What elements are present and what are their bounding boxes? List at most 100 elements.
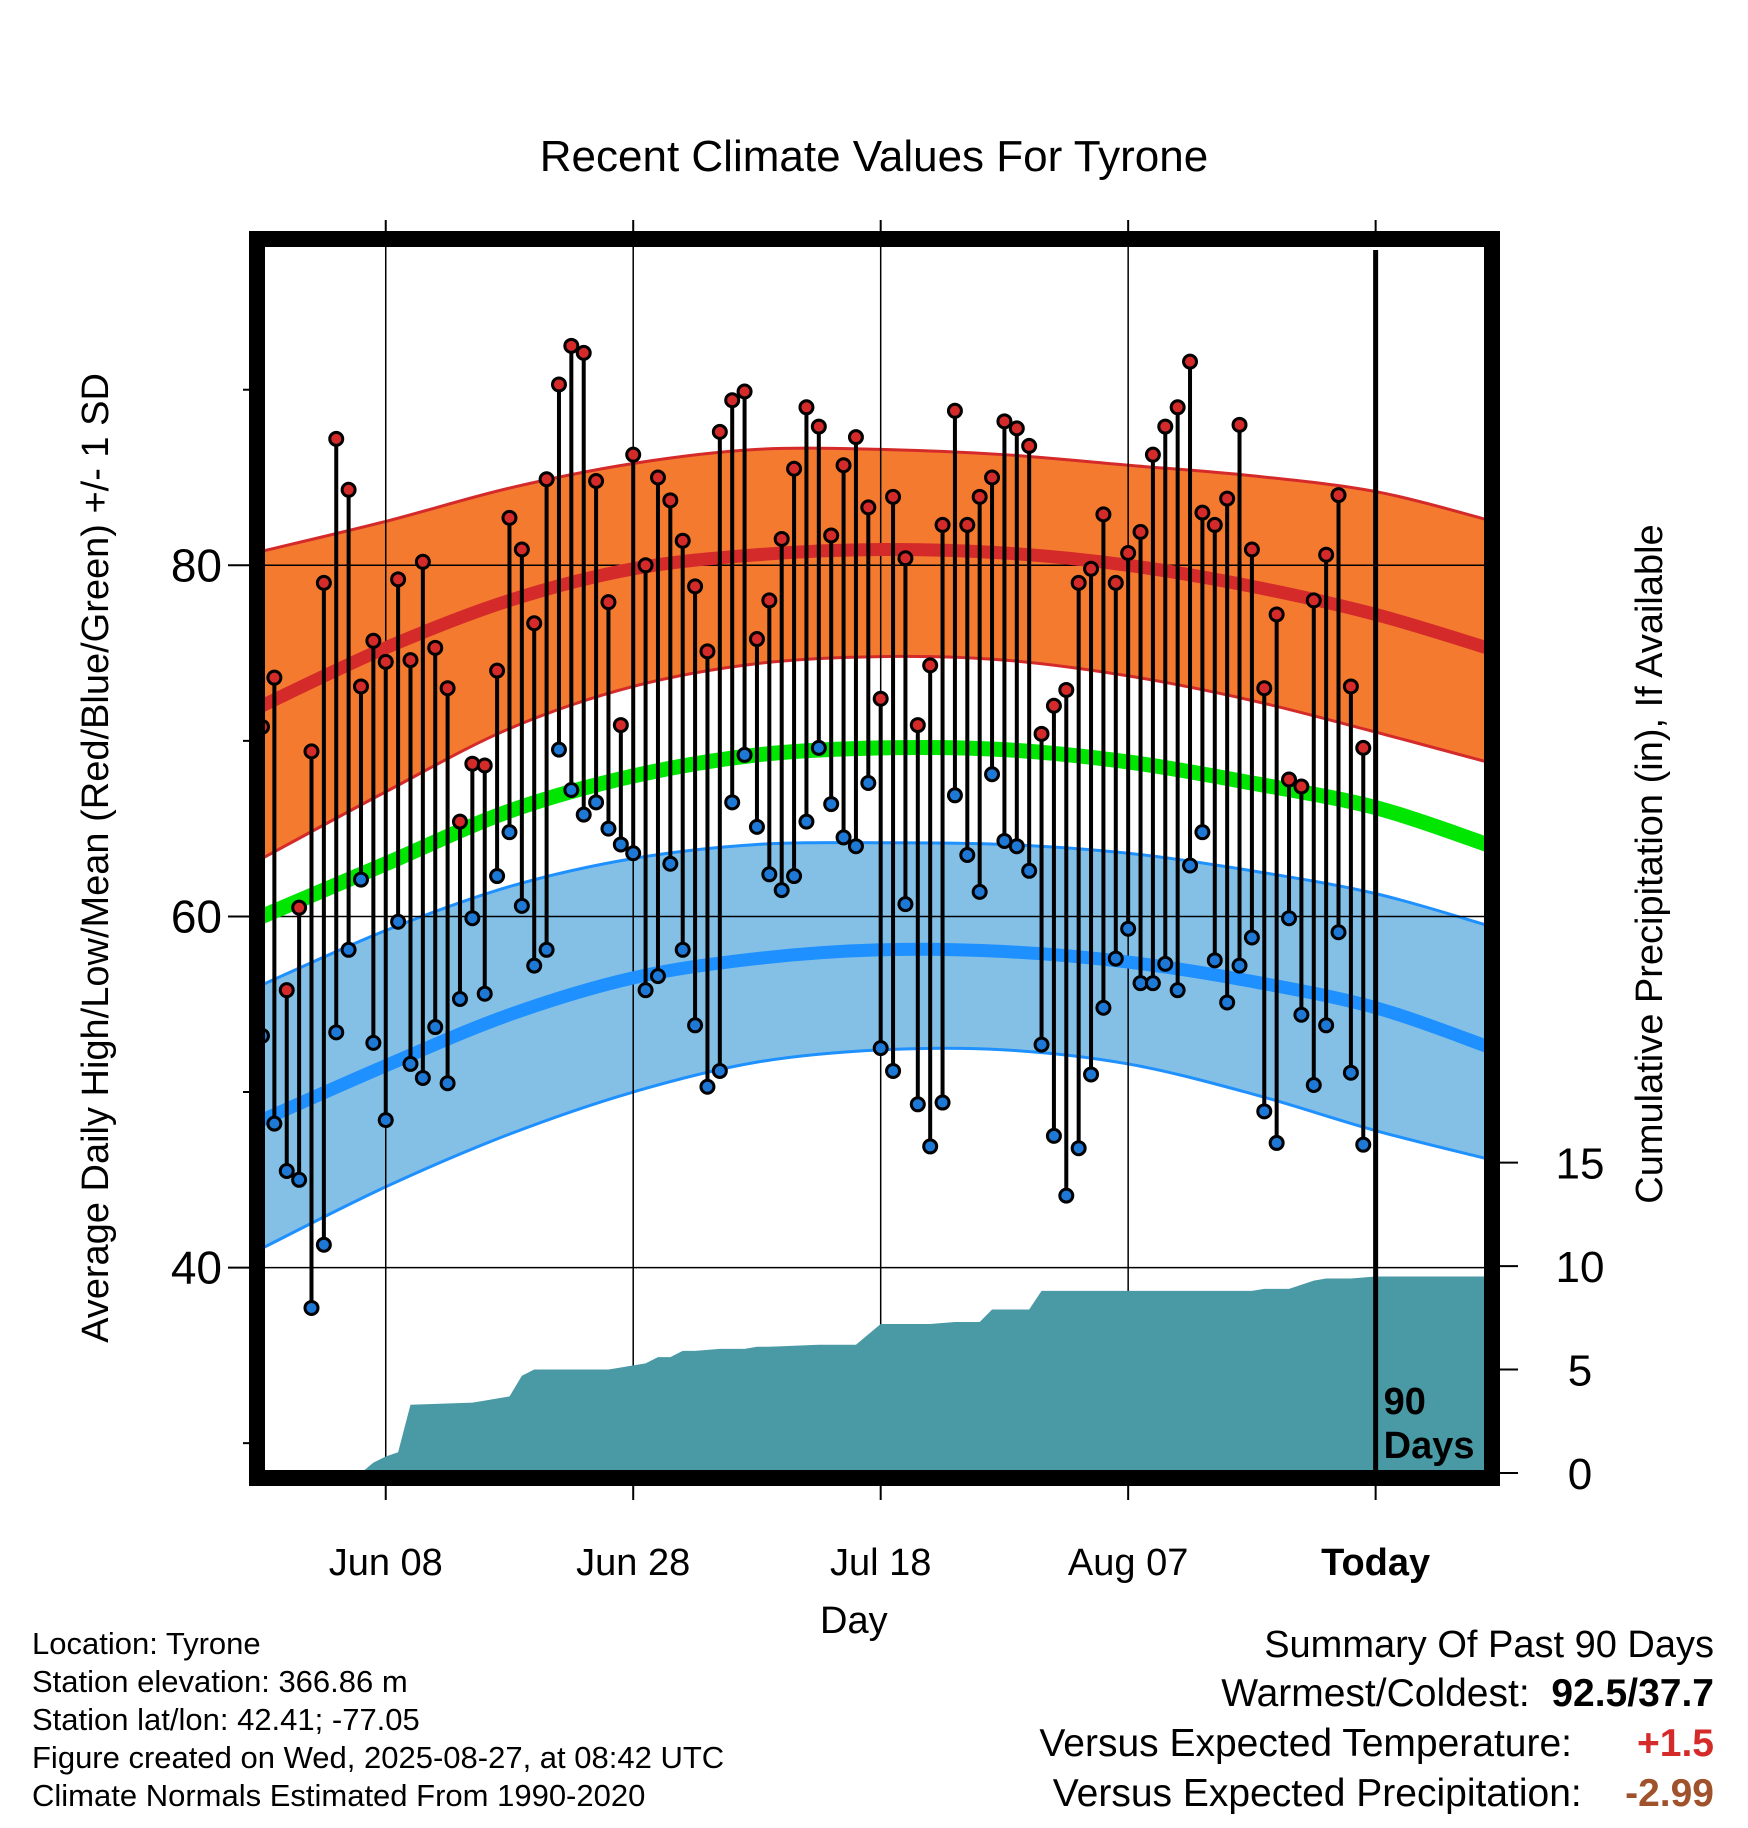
normals-text: Climate Normals Estimated From 1990-2020 <box>32 1778 646 1813</box>
high-point <box>476 757 493 774</box>
precip-value: -2.99 <box>1625 1772 1714 1815</box>
low-point <box>427 1019 444 1036</box>
low-point <box>687 1017 704 1034</box>
days-label-number: 90 <box>1384 1381 1426 1423</box>
high-point <box>1194 504 1211 521</box>
low-point <box>1293 1006 1310 1023</box>
low-point <box>563 782 580 799</box>
low-point <box>1330 924 1347 941</box>
low-point <box>278 1163 295 1180</box>
created-text: Figure created on Wed, 2025-08-27, at 08… <box>32 1740 725 1775</box>
high-point <box>1169 399 1186 416</box>
precipitation-area <box>262 1276 1487 1473</box>
low-point <box>872 1040 889 1057</box>
high-point <box>835 457 852 474</box>
high-point <box>1157 418 1174 435</box>
precip-label: Versus Expected Precipitation: <box>1052 1772 1582 1815</box>
low-point <box>1169 982 1186 999</box>
low-point <box>934 1094 951 1111</box>
high-point <box>1318 546 1335 563</box>
low-point <box>414 1069 431 1086</box>
latlon-text: Station lat/lon: 42.41; -77.05 <box>32 1702 420 1737</box>
low-point <box>550 741 567 758</box>
high-point <box>1330 487 1347 504</box>
low-point <box>1231 957 1248 974</box>
low-point <box>711 1062 728 1079</box>
low-point <box>1318 1017 1335 1034</box>
high-point <box>1120 545 1137 562</box>
high-point <box>1231 416 1248 433</box>
low-point <box>352 871 369 888</box>
low-point <box>748 818 765 835</box>
temp-label: Versus Expected Temperature: <box>1039 1722 1572 1765</box>
low-point <box>526 957 543 974</box>
high-point <box>1305 592 1322 609</box>
high-point <box>600 594 617 611</box>
high-point <box>934 516 951 533</box>
high-point <box>984 469 1001 486</box>
low-point <box>1033 1036 1050 1053</box>
high-normal-line <box>259 542 1489 712</box>
x-tick-label: Today <box>1321 1542 1430 1584</box>
high-point <box>315 574 332 591</box>
low-point <box>1305 1076 1322 1093</box>
low-point <box>513 897 530 914</box>
high-point <box>761 592 778 609</box>
y2-tick-label: 5 <box>1568 1347 1592 1396</box>
high-point <box>575 344 592 361</box>
high-point <box>489 662 506 679</box>
high-point <box>674 532 691 549</box>
low-point <box>823 796 840 813</box>
low-point <box>303 1299 320 1316</box>
high-point <box>748 631 765 648</box>
high-point <box>1070 574 1087 591</box>
low-point <box>1021 862 1038 879</box>
low-point <box>835 829 852 846</box>
high-point <box>340 481 357 498</box>
high-point <box>1293 778 1310 795</box>
low-point <box>575 806 592 823</box>
low-point <box>1256 1103 1273 1120</box>
high-point <box>402 652 419 669</box>
high-point <box>860 499 877 516</box>
high-point <box>946 402 963 419</box>
high-point <box>1182 353 1199 370</box>
high-point <box>278 982 295 999</box>
observed-temperatures <box>254 337 1372 1316</box>
high-point <box>996 413 1013 430</box>
high-point <box>550 376 567 393</box>
low-point <box>798 813 815 830</box>
high-point <box>427 639 444 656</box>
low-point <box>786 868 803 885</box>
y2-tick-label: 0 <box>1568 1450 1592 1499</box>
low-point <box>1243 929 1260 946</box>
high-point <box>526 615 543 632</box>
high-point <box>724 392 741 409</box>
high-point <box>1219 490 1236 507</box>
high-point <box>1095 506 1112 523</box>
high-point <box>1206 516 1223 533</box>
summary-warmest-row: Warmest/Coldest: 92.5/37.7 <box>1221 1672 1714 1716</box>
low-point <box>340 941 357 958</box>
high-point <box>786 460 803 477</box>
elevation-text: Station elevation: 366.86 m <box>32 1664 408 1699</box>
high-point <box>1355 739 1372 756</box>
high-point <box>798 399 815 416</box>
location-text: Location: Tyrone <box>32 1626 261 1661</box>
high-point <box>699 643 716 660</box>
x-tick-label: Jul 18 <box>830 1542 931 1584</box>
low-point <box>266 1115 283 1132</box>
summary-title: Summary Of Past 90 Days <box>1264 1624 1714 1666</box>
days-label-word: Days <box>1384 1425 1475 1467</box>
high-point <box>451 813 468 830</box>
low-point <box>699 1078 716 1095</box>
high-point <box>1256 680 1273 697</box>
low-point <box>897 896 914 913</box>
low-point <box>1058 1187 1075 1204</box>
high-point <box>1132 523 1149 540</box>
high-point <box>538 471 555 488</box>
low-point <box>501 824 518 841</box>
low-point <box>489 868 506 885</box>
low-point <box>402 1055 419 1072</box>
